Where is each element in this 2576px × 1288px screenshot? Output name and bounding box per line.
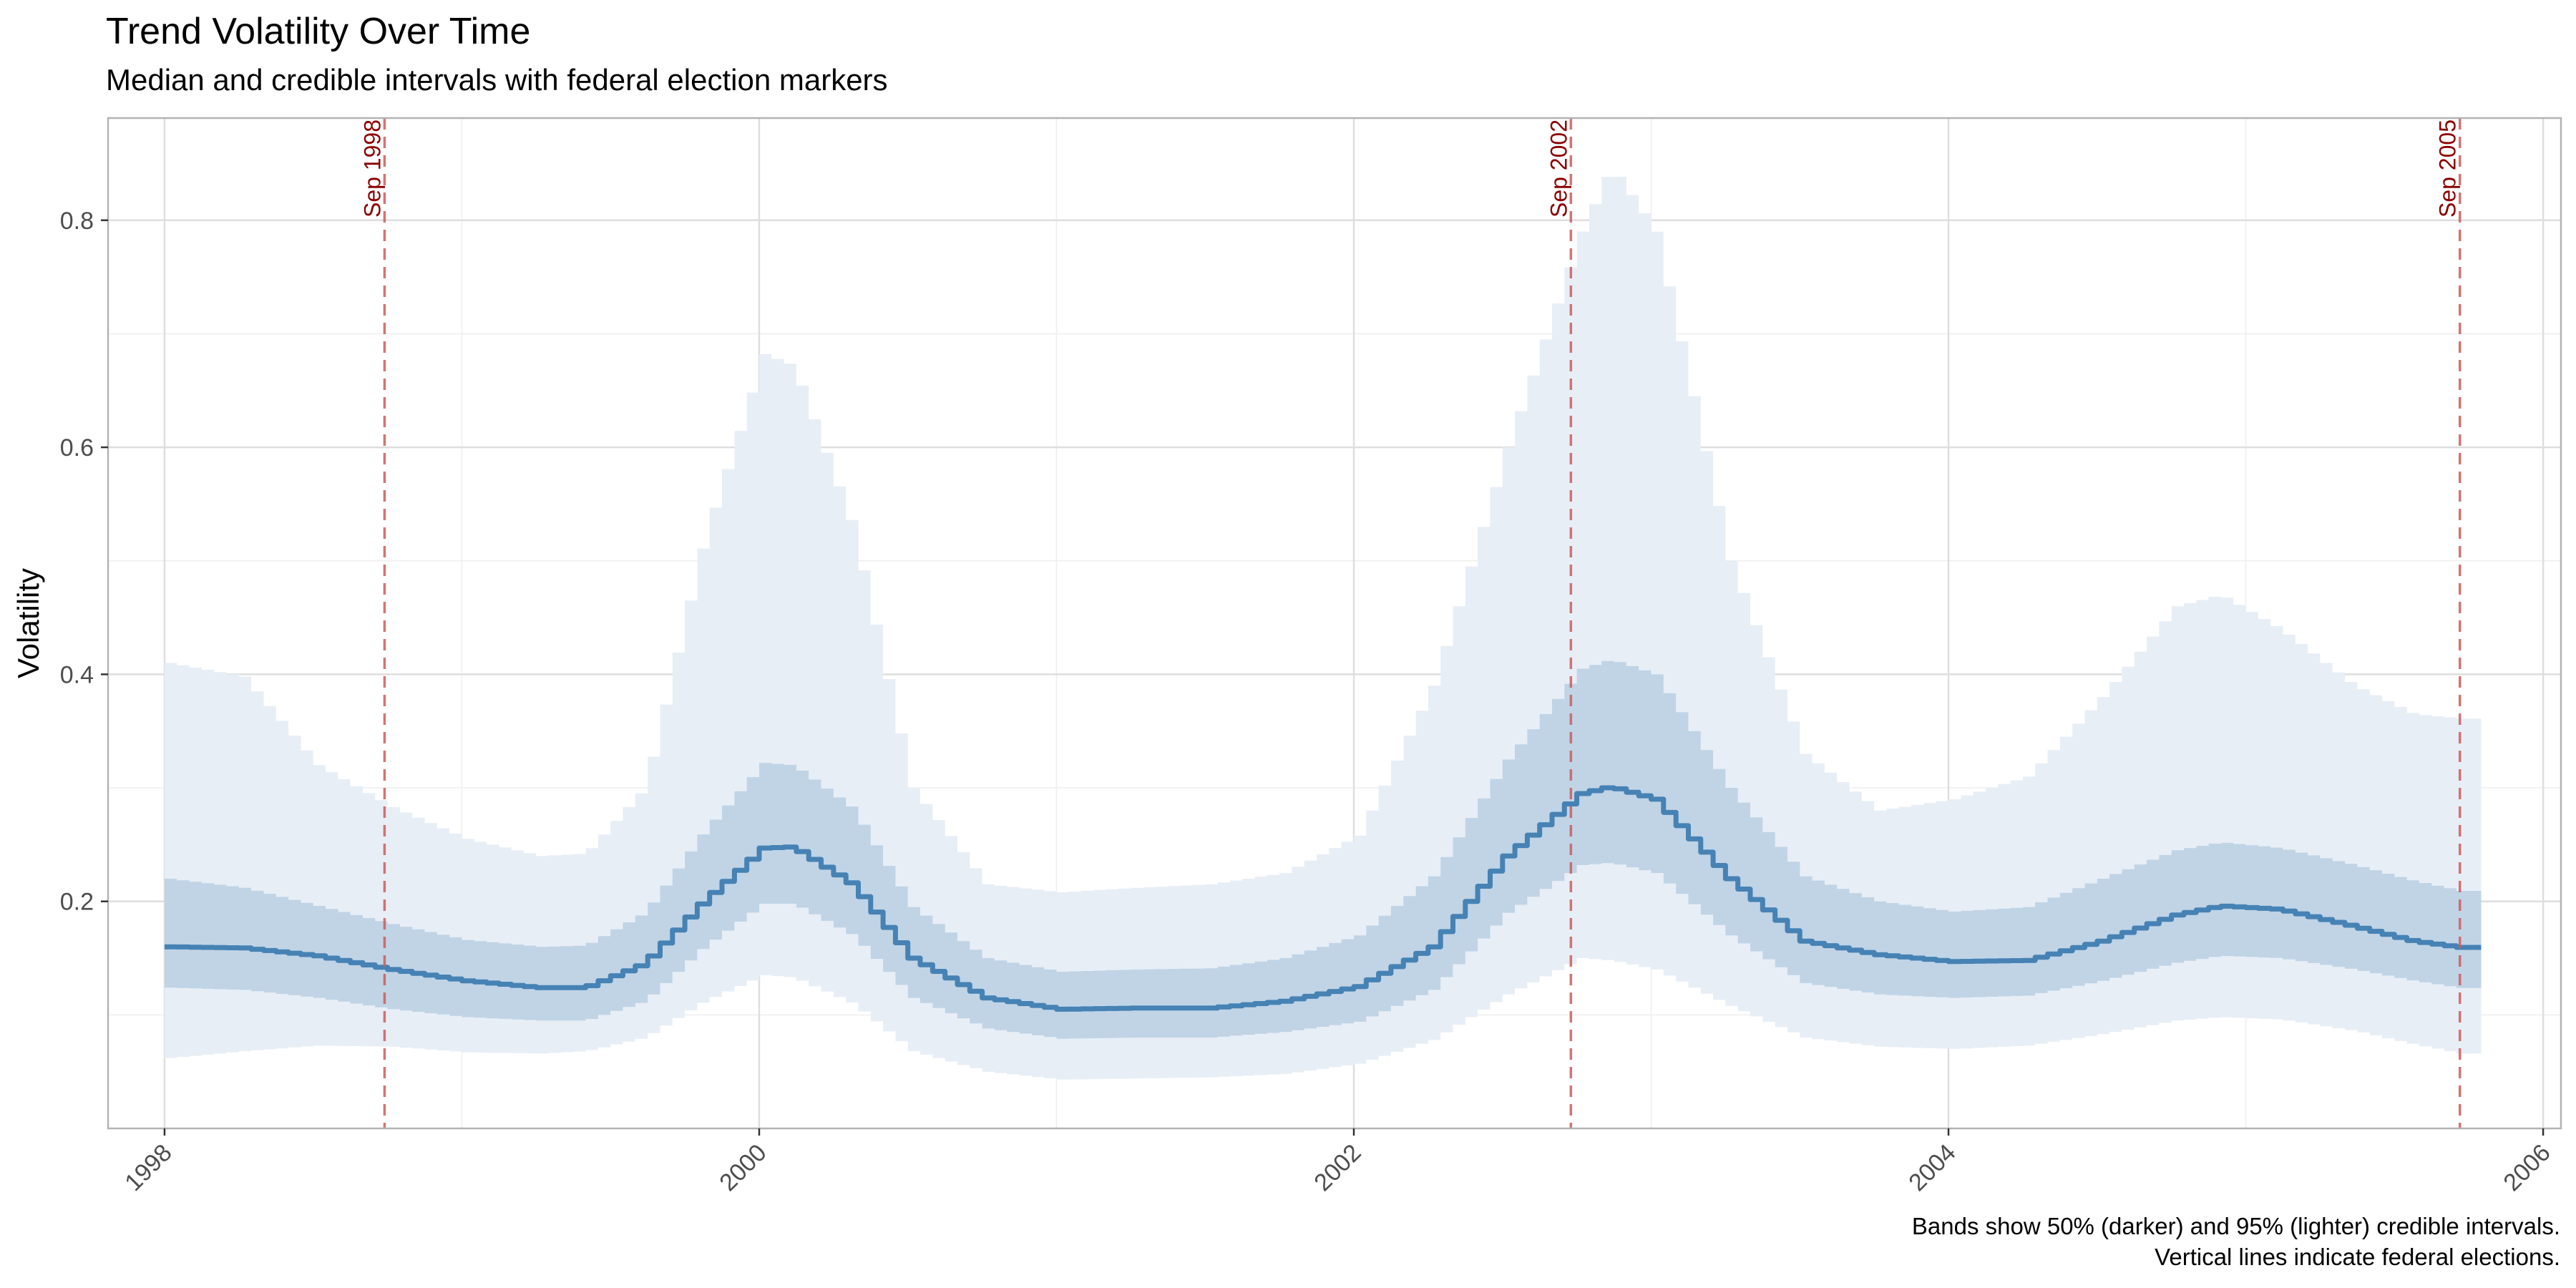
x-tick-label: 2002 [1309,1139,1366,1196]
chart-subtitle: Median and credible intervals with feder… [106,63,888,97]
median-line [164,785,2482,1012]
y-tick-label: 0.2 [60,889,94,916]
election-marker-label: Sep 2005 [2435,119,2461,218]
caption-line-2: Vertical lines indicate federal election… [2155,1244,2560,1270]
y-tick-label: 0.4 [60,661,94,688]
election-marker-label: Sep 1998 [359,119,385,218]
caption-line-1: Bands show 50% (darker) and 95% (lighter… [1911,1213,2560,1239]
band-50 [164,660,2482,1039]
credible-band-50 [164,660,2482,1039]
y-axis: 0.2 0.4 0.6 0.8 [60,208,108,916]
y-axis-label: Volatility [11,568,45,678]
plot-border [107,117,2562,1130]
election-markers: Sep 1998 Sep 2002 Sep 2005 [359,118,2462,1128]
x-tick-label: 2000 [714,1139,771,1196]
election-marker-label: Sep 2002 [1546,119,1571,218]
x-axis: 1998 2000 2002 2004 2006 [119,1128,2556,1196]
median-line-group [164,785,2482,1012]
y-tick-label: 0.8 [60,208,94,235]
y-tick-label: 0.6 [60,434,94,462]
x-tick-label: 1998 [119,1139,177,1196]
x-tick-label: 2004 [1903,1139,1961,1196]
chart-title: Trend Volatility Over Time [106,11,531,52]
x-tick-label: 2006 [2498,1139,2555,1196]
chart-caption: Bands show 50% (darker) and 95% (lighter… [1912,1211,2560,1272]
